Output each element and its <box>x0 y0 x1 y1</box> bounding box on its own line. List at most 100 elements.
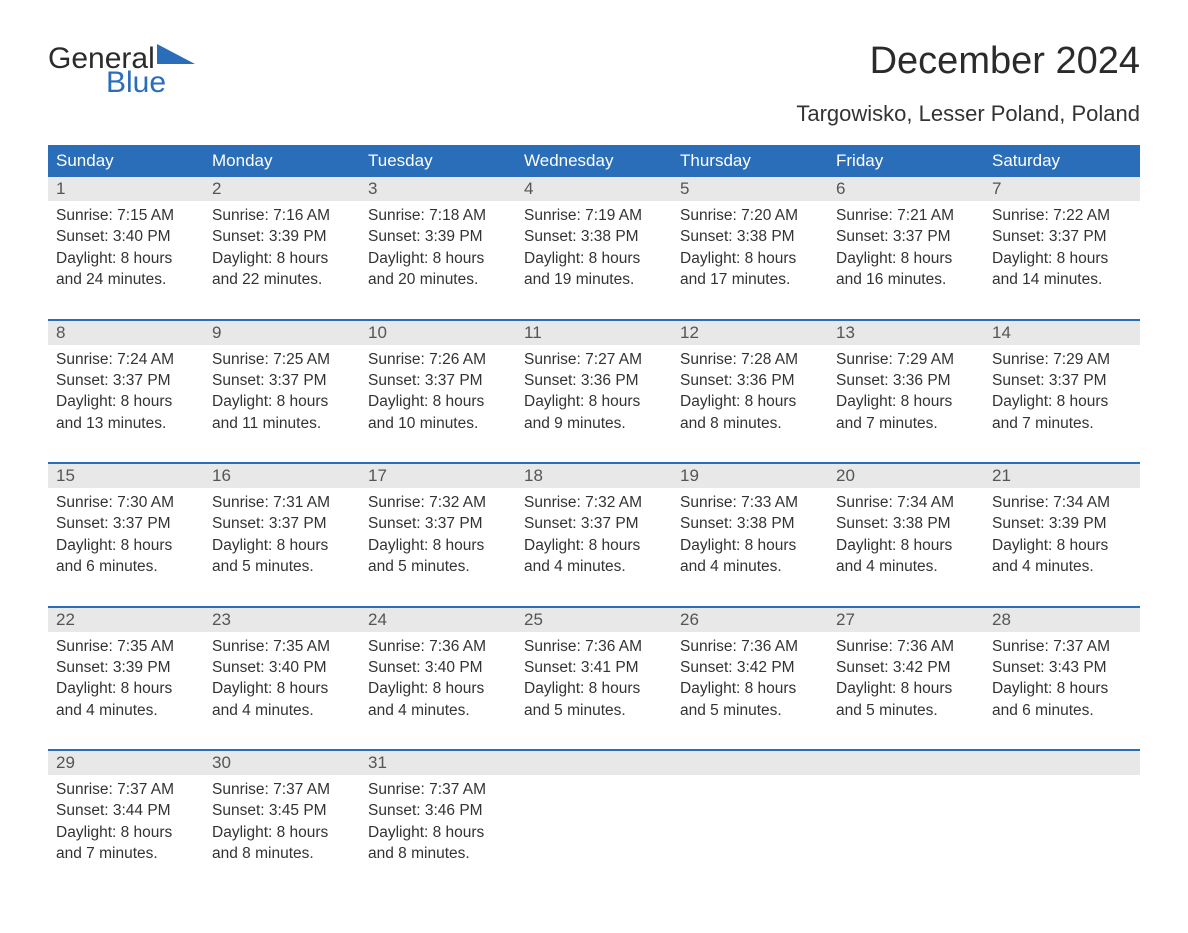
daylight-line-2: and 5 minutes. <box>212 556 352 577</box>
day-detail: Sunrise: 7:37 AMSunset: 3:46 PMDaylight:… <box>360 775 516 865</box>
sunrise-line: Sunrise: 7:27 AM <box>524 349 664 370</box>
day-number: 11 <box>516 321 672 345</box>
sunrise-line: Sunrise: 7:24 AM <box>56 349 196 370</box>
sunrise-line: Sunrise: 7:22 AM <box>992 205 1132 226</box>
day-detail: Sunrise: 7:37 AMSunset: 3:43 PMDaylight:… <box>984 632 1140 722</box>
daylight-line-1: Daylight: 8 hours <box>212 535 352 556</box>
day-number: 30 <box>204 751 360 775</box>
sunrise-line: Sunrise: 7:36 AM <box>836 636 976 657</box>
day-number: 4 <box>516 177 672 201</box>
daylight-line-1: Daylight: 8 hours <box>836 535 976 556</box>
day-header-thursday: Thursday <box>672 145 828 177</box>
day-number: 15 <box>48 464 204 488</box>
sunrise-line: Sunrise: 7:37 AM <box>212 779 352 800</box>
daylight-line-2: and 13 minutes. <box>56 413 196 434</box>
sunset-line: Sunset: 3:39 PM <box>992 513 1132 534</box>
sunrise-line: Sunrise: 7:35 AM <box>56 636 196 657</box>
day-number: 1 <box>48 177 204 201</box>
day-number: 24 <box>360 608 516 632</box>
daylight-line-2: and 7 minutes. <box>992 413 1132 434</box>
day-detail: Sunrise: 7:36 AMSunset: 3:41 PMDaylight:… <box>516 632 672 722</box>
sunrise-line: Sunrise: 7:29 AM <box>836 349 976 370</box>
day-number-row: 15161718192021 <box>48 464 1140 488</box>
day-number: 16 <box>204 464 360 488</box>
day-number <box>984 751 1140 775</box>
day-detail: Sunrise: 7:32 AMSunset: 3:37 PMDaylight:… <box>516 488 672 578</box>
day-number: 17 <box>360 464 516 488</box>
daylight-line-2: and 5 minutes. <box>368 556 508 577</box>
day-body-row: Sunrise: 7:35 AMSunset: 3:39 PMDaylight:… <box>48 632 1140 750</box>
daylight-line-1: Daylight: 8 hours <box>836 678 976 699</box>
day-detail: Sunrise: 7:25 AMSunset: 3:37 PMDaylight:… <box>204 345 360 435</box>
daylight-line-1: Daylight: 8 hours <box>368 678 508 699</box>
logo-text-bottom: Blue <box>106 68 195 98</box>
sunrise-line: Sunrise: 7:16 AM <box>212 205 352 226</box>
daylight-line-2: and 9 minutes. <box>524 413 664 434</box>
week-block: 1234567Sunrise: 7:15 AMSunset: 3:40 PMDa… <box>48 177 1140 319</box>
day-header-monday: Monday <box>204 145 360 177</box>
day-detail: Sunrise: 7:29 AMSunset: 3:36 PMDaylight:… <box>828 345 984 435</box>
day-detail: Sunrise: 7:36 AMSunset: 3:42 PMDaylight:… <box>828 632 984 722</box>
day-header-tuesday: Tuesday <box>360 145 516 177</box>
day-number: 2 <box>204 177 360 201</box>
day-detail: Sunrise: 7:28 AMSunset: 3:36 PMDaylight:… <box>672 345 828 435</box>
day-detail: Sunrise: 7:35 AMSunset: 3:39 PMDaylight:… <box>48 632 204 722</box>
sunset-line: Sunset: 3:37 PM <box>992 370 1132 391</box>
sunrise-line: Sunrise: 7:20 AM <box>680 205 820 226</box>
daylight-line-1: Daylight: 8 hours <box>56 248 196 269</box>
sunrise-line: Sunrise: 7:36 AM <box>524 636 664 657</box>
daylight-line-1: Daylight: 8 hours <box>524 391 664 412</box>
sunrise-line: Sunrise: 7:34 AM <box>836 492 976 513</box>
daylight-line-1: Daylight: 8 hours <box>368 391 508 412</box>
daylight-line-2: and 5 minutes. <box>524 700 664 721</box>
daylight-line-1: Daylight: 8 hours <box>56 822 196 843</box>
daylight-line-2: and 10 minutes. <box>368 413 508 434</box>
daylight-line-2: and 24 minutes. <box>56 269 196 290</box>
day-detail: Sunrise: 7:36 AMSunset: 3:40 PMDaylight:… <box>360 632 516 722</box>
day-detail <box>516 775 672 865</box>
day-detail: Sunrise: 7:37 AMSunset: 3:44 PMDaylight:… <box>48 775 204 865</box>
sunrise-line: Sunrise: 7:37 AM <box>992 636 1132 657</box>
day-number: 9 <box>204 321 360 345</box>
day-number: 7 <box>984 177 1140 201</box>
calendar: Sunday Monday Tuesday Wednesday Thursday… <box>48 145 1140 893</box>
day-detail: Sunrise: 7:34 AMSunset: 3:38 PMDaylight:… <box>828 488 984 578</box>
day-number: 14 <box>984 321 1140 345</box>
daylight-line-2: and 17 minutes. <box>680 269 820 290</box>
day-detail <box>828 775 984 865</box>
day-detail: Sunrise: 7:29 AMSunset: 3:37 PMDaylight:… <box>984 345 1140 435</box>
sunset-line: Sunset: 3:37 PM <box>56 370 196 391</box>
sunset-line: Sunset: 3:36 PM <box>680 370 820 391</box>
day-number: 18 <box>516 464 672 488</box>
daylight-line-1: Daylight: 8 hours <box>524 678 664 699</box>
sunset-line: Sunset: 3:37 PM <box>524 513 664 534</box>
daylight-line-2: and 22 minutes. <box>212 269 352 290</box>
day-number: 31 <box>360 751 516 775</box>
daylight-line-2: and 5 minutes. <box>836 700 976 721</box>
sunset-line: Sunset: 3:38 PM <box>836 513 976 534</box>
day-number: 8 <box>48 321 204 345</box>
sunrise-line: Sunrise: 7:37 AM <box>368 779 508 800</box>
calendar-header-row: Sunday Monday Tuesday Wednesday Thursday… <box>48 145 1140 177</box>
sunset-line: Sunset: 3:37 PM <box>56 513 196 534</box>
daylight-line-2: and 5 minutes. <box>680 700 820 721</box>
day-detail: Sunrise: 7:24 AMSunset: 3:37 PMDaylight:… <box>48 345 204 435</box>
daylight-line-2: and 11 minutes. <box>212 413 352 434</box>
week-block: 15161718192021Sunrise: 7:30 AMSunset: 3:… <box>48 462 1140 606</box>
day-detail: Sunrise: 7:16 AMSunset: 3:39 PMDaylight:… <box>204 201 360 291</box>
sunset-line: Sunset: 3:37 PM <box>836 226 976 247</box>
daylight-line-1: Daylight: 8 hours <box>368 822 508 843</box>
day-detail: Sunrise: 7:19 AMSunset: 3:38 PMDaylight:… <box>516 201 672 291</box>
day-detail <box>672 775 828 865</box>
daylight-line-1: Daylight: 8 hours <box>680 391 820 412</box>
day-detail: Sunrise: 7:31 AMSunset: 3:37 PMDaylight:… <box>204 488 360 578</box>
daylight-line-2: and 4 minutes. <box>56 700 196 721</box>
day-detail <box>984 775 1140 865</box>
day-detail: Sunrise: 7:20 AMSunset: 3:38 PMDaylight:… <box>672 201 828 291</box>
day-body-row: Sunrise: 7:30 AMSunset: 3:37 PMDaylight:… <box>48 488 1140 606</box>
sunset-line: Sunset: 3:38 PM <box>680 513 820 534</box>
daylight-line-2: and 4 minutes. <box>524 556 664 577</box>
sunrise-line: Sunrise: 7:26 AM <box>368 349 508 370</box>
day-number: 5 <box>672 177 828 201</box>
sunset-line: Sunset: 3:42 PM <box>836 657 976 678</box>
